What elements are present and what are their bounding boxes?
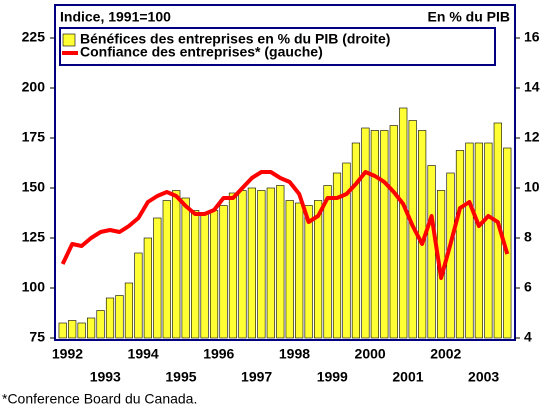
y2-tick-label: 10: [524, 179, 540, 195]
y-tick-label: 125: [22, 229, 46, 245]
legend-label: Confiance des entreprises* (gauche): [80, 44, 323, 60]
bar: [455, 150, 465, 339]
bar: [332, 172, 342, 339]
bar: [323, 185, 332, 339]
bar: [238, 190, 247, 339]
y-tick-label: 175: [22, 129, 46, 145]
y-tick-label: 150: [22, 179, 46, 195]
bar: [314, 200, 323, 339]
bar: [474, 142, 483, 339]
bar: [247, 187, 256, 339]
bar: [370, 130, 379, 339]
bar: [87, 317, 96, 339]
x-tick-label: 1999: [317, 369, 348, 385]
y-tick-label: 75: [29, 329, 45, 345]
x-tick-label: 1994: [128, 346, 159, 362]
bar: [209, 210, 219, 339]
bar: [105, 297, 115, 339]
legend-label: Bénéfices des entreprises en % du PIB (d…: [80, 31, 390, 47]
y-tick-label: 100: [22, 279, 46, 295]
x-tick-label: 2001: [392, 369, 423, 385]
x-tick-label: 2000: [355, 346, 386, 362]
x-tick-label: 2002: [430, 346, 461, 362]
bar: [77, 322, 86, 339]
bar: [219, 205, 228, 339]
x-tick-label: 1992: [52, 346, 83, 362]
y2-tick-label: 4: [524, 329, 532, 345]
legend-swatch: [62, 33, 76, 47]
y2-tick-label: 8: [524, 229, 532, 245]
bar: [172, 190, 181, 339]
bar: [124, 282, 134, 339]
bar: [285, 200, 294, 339]
bar: [351, 142, 361, 339]
bar: [153, 217, 162, 339]
bar: [484, 142, 493, 339]
bar: [304, 205, 313, 339]
x-tick-label: 1995: [165, 369, 196, 385]
footnote: *Conference Board du Canada.: [2, 391, 197, 407]
legend: [59, 27, 496, 66]
bar: [276, 185, 285, 339]
y-tick-label: 225: [22, 29, 46, 45]
bar: [295, 202, 304, 339]
bar: [143, 237, 152, 339]
y2-tick-label: 14: [524, 79, 540, 95]
bar: [228, 192, 238, 339]
bar: [342, 162, 351, 339]
y2-tick-label: 6: [524, 279, 532, 295]
x-tick-label: 2003: [468, 369, 499, 385]
bar: [465, 142, 474, 339]
bar: [134, 252, 143, 339]
bar: [58, 322, 67, 339]
bar: [380, 130, 389, 339]
x-tick-label: 1997: [241, 369, 272, 385]
y-tick-label: 200: [22, 79, 46, 95]
bar: [399, 107, 408, 339]
bar: [389, 125, 398, 339]
x-tick-label: 1998: [279, 346, 310, 362]
y2-axis-label: En % du PIB: [428, 9, 510, 25]
bar: [200, 212, 209, 339]
x-tick-label: 1996: [203, 346, 234, 362]
bar: [96, 310, 105, 339]
bar: [191, 210, 200, 339]
x-tick-label: 1993: [90, 369, 121, 385]
bar: [266, 187, 275, 339]
bar: [115, 295, 124, 339]
bar: [162, 200, 171, 339]
line: [60, 170, 510, 280]
y-axis-label: Indice, 1991=100: [60, 9, 171, 25]
y2-tick-label: 16: [524, 29, 540, 45]
bar: [257, 190, 266, 339]
y2-tick-label: 12: [524, 129, 540, 145]
bar: [181, 197, 190, 339]
bar: [68, 320, 77, 339]
bar: [361, 127, 370, 339]
bar: [427, 165, 436, 339]
